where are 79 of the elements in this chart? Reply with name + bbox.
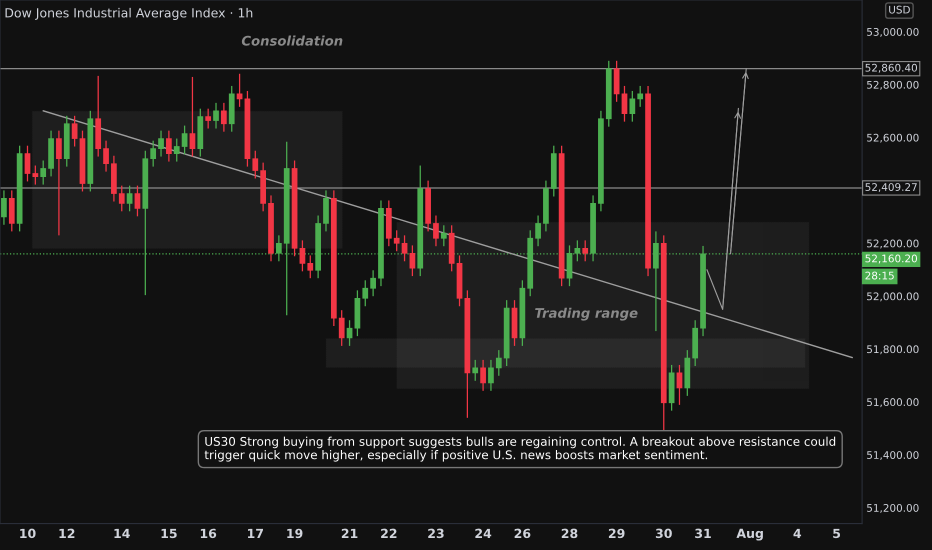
candlestick (126, 185, 132, 212)
candlestick (72, 115, 78, 148)
x-tick-label: 14 (114, 528, 130, 538)
candlestick (150, 140, 156, 168)
candlestick (362, 280, 368, 307)
y-tick-label: 52,600.00 (867, 134, 919, 143)
x-tick-label: 31 (695, 528, 711, 538)
x-tick-label: 29 (608, 528, 625, 538)
candlestick (56, 130, 62, 236)
x-tick-label: 19 (287, 528, 302, 538)
annotation: US30 Strong buying from support suggests bulls are regaining control. A breakout above resistance could trigger quick move higher, especially if positive U.S. news boosts market sentiment. (204, 436, 836, 462)
x-tick-label: 22 (381, 528, 396, 538)
candlestick (252, 150, 258, 180)
ref-line-label: 52,860.40 (865, 64, 918, 73)
candlestick (440, 224, 447, 247)
candlestick (370, 270, 376, 297)
y-tick-label: 51,200.00 (867, 504, 919, 513)
candlestick (213, 102, 219, 130)
candlestick (300, 240, 306, 272)
candlestick (307, 254, 314, 279)
annotation: Consolidation (242, 36, 342, 46)
candlestick (629, 90, 636, 122)
candlestick (1, 190, 7, 226)
candlestick (236, 73, 242, 108)
y-tick-label: 53,000.00 (867, 28, 919, 37)
y-tick-label: 51,800.00 (867, 345, 919, 354)
candlestick (433, 214, 439, 247)
x-tick-label: 30 (656, 528, 672, 538)
x-tick-label: 21 (342, 528, 358, 538)
text: 28:15 (865, 272, 894, 280)
x-tick-label: 15 (162, 528, 177, 538)
x-tick-label: Aug (736, 528, 763, 541)
candlestick (32, 164, 38, 186)
y-tick-label: 52,800.00 (867, 80, 919, 90)
candlestick (24, 145, 30, 182)
candlestick (158, 130, 164, 158)
candlestick (676, 364, 682, 406)
candlestick (402, 234, 408, 262)
x-tick-label: 23 (428, 528, 444, 538)
y-tick-label: 51,600.00 (867, 398, 919, 408)
candlestick (637, 85, 644, 108)
x-tick-label: 28 (562, 528, 578, 538)
candlestick (346, 320, 352, 347)
candlestick (190, 76, 196, 158)
ref-line-label: 52,160.20 (865, 254, 918, 264)
ref-line-label: 52,409.27 (865, 183, 917, 192)
x-tick-label: 4 (794, 528, 802, 538)
candlestick (174, 138, 180, 162)
x-tick-label: 5 (833, 528, 840, 538)
candlestick (338, 310, 345, 347)
candlestick (166, 130, 172, 162)
candlestick (488, 359, 494, 392)
candlestick (622, 85, 628, 122)
candlestick (496, 350, 502, 376)
x-tick-label: 10 (20, 528, 36, 538)
text: Dow Jones Industrial Average Index · 1h (6, 8, 252, 20)
candlestick (182, 124, 188, 156)
candlestick (40, 160, 46, 186)
x-tick-label: 24 (475, 528, 492, 538)
candlestick (394, 230, 400, 252)
annotation: Trading range (535, 308, 638, 321)
candlestick (582, 240, 588, 262)
candlestick (480, 359, 486, 392)
candlestick (472, 359, 478, 382)
candlestick (205, 108, 212, 130)
candlestick (103, 140, 109, 172)
y-tick-label: 52,000.00 (867, 292, 919, 302)
y-tick-label: 52,200.00 (867, 240, 919, 248)
x-tick-label: 16 (200, 528, 216, 538)
x-tick-label: 12 (59, 528, 74, 538)
x-tick-label: 17 (248, 528, 263, 538)
candlestick (221, 102, 227, 132)
y-tick-label: 51,400.00 (867, 451, 919, 460)
text: USD (889, 6, 910, 14)
x-tick-label: 26 (514, 528, 530, 538)
candlestick (134, 185, 140, 217)
candlestick (118, 185, 125, 212)
candlestick (410, 244, 416, 277)
candlestick (535, 214, 541, 247)
